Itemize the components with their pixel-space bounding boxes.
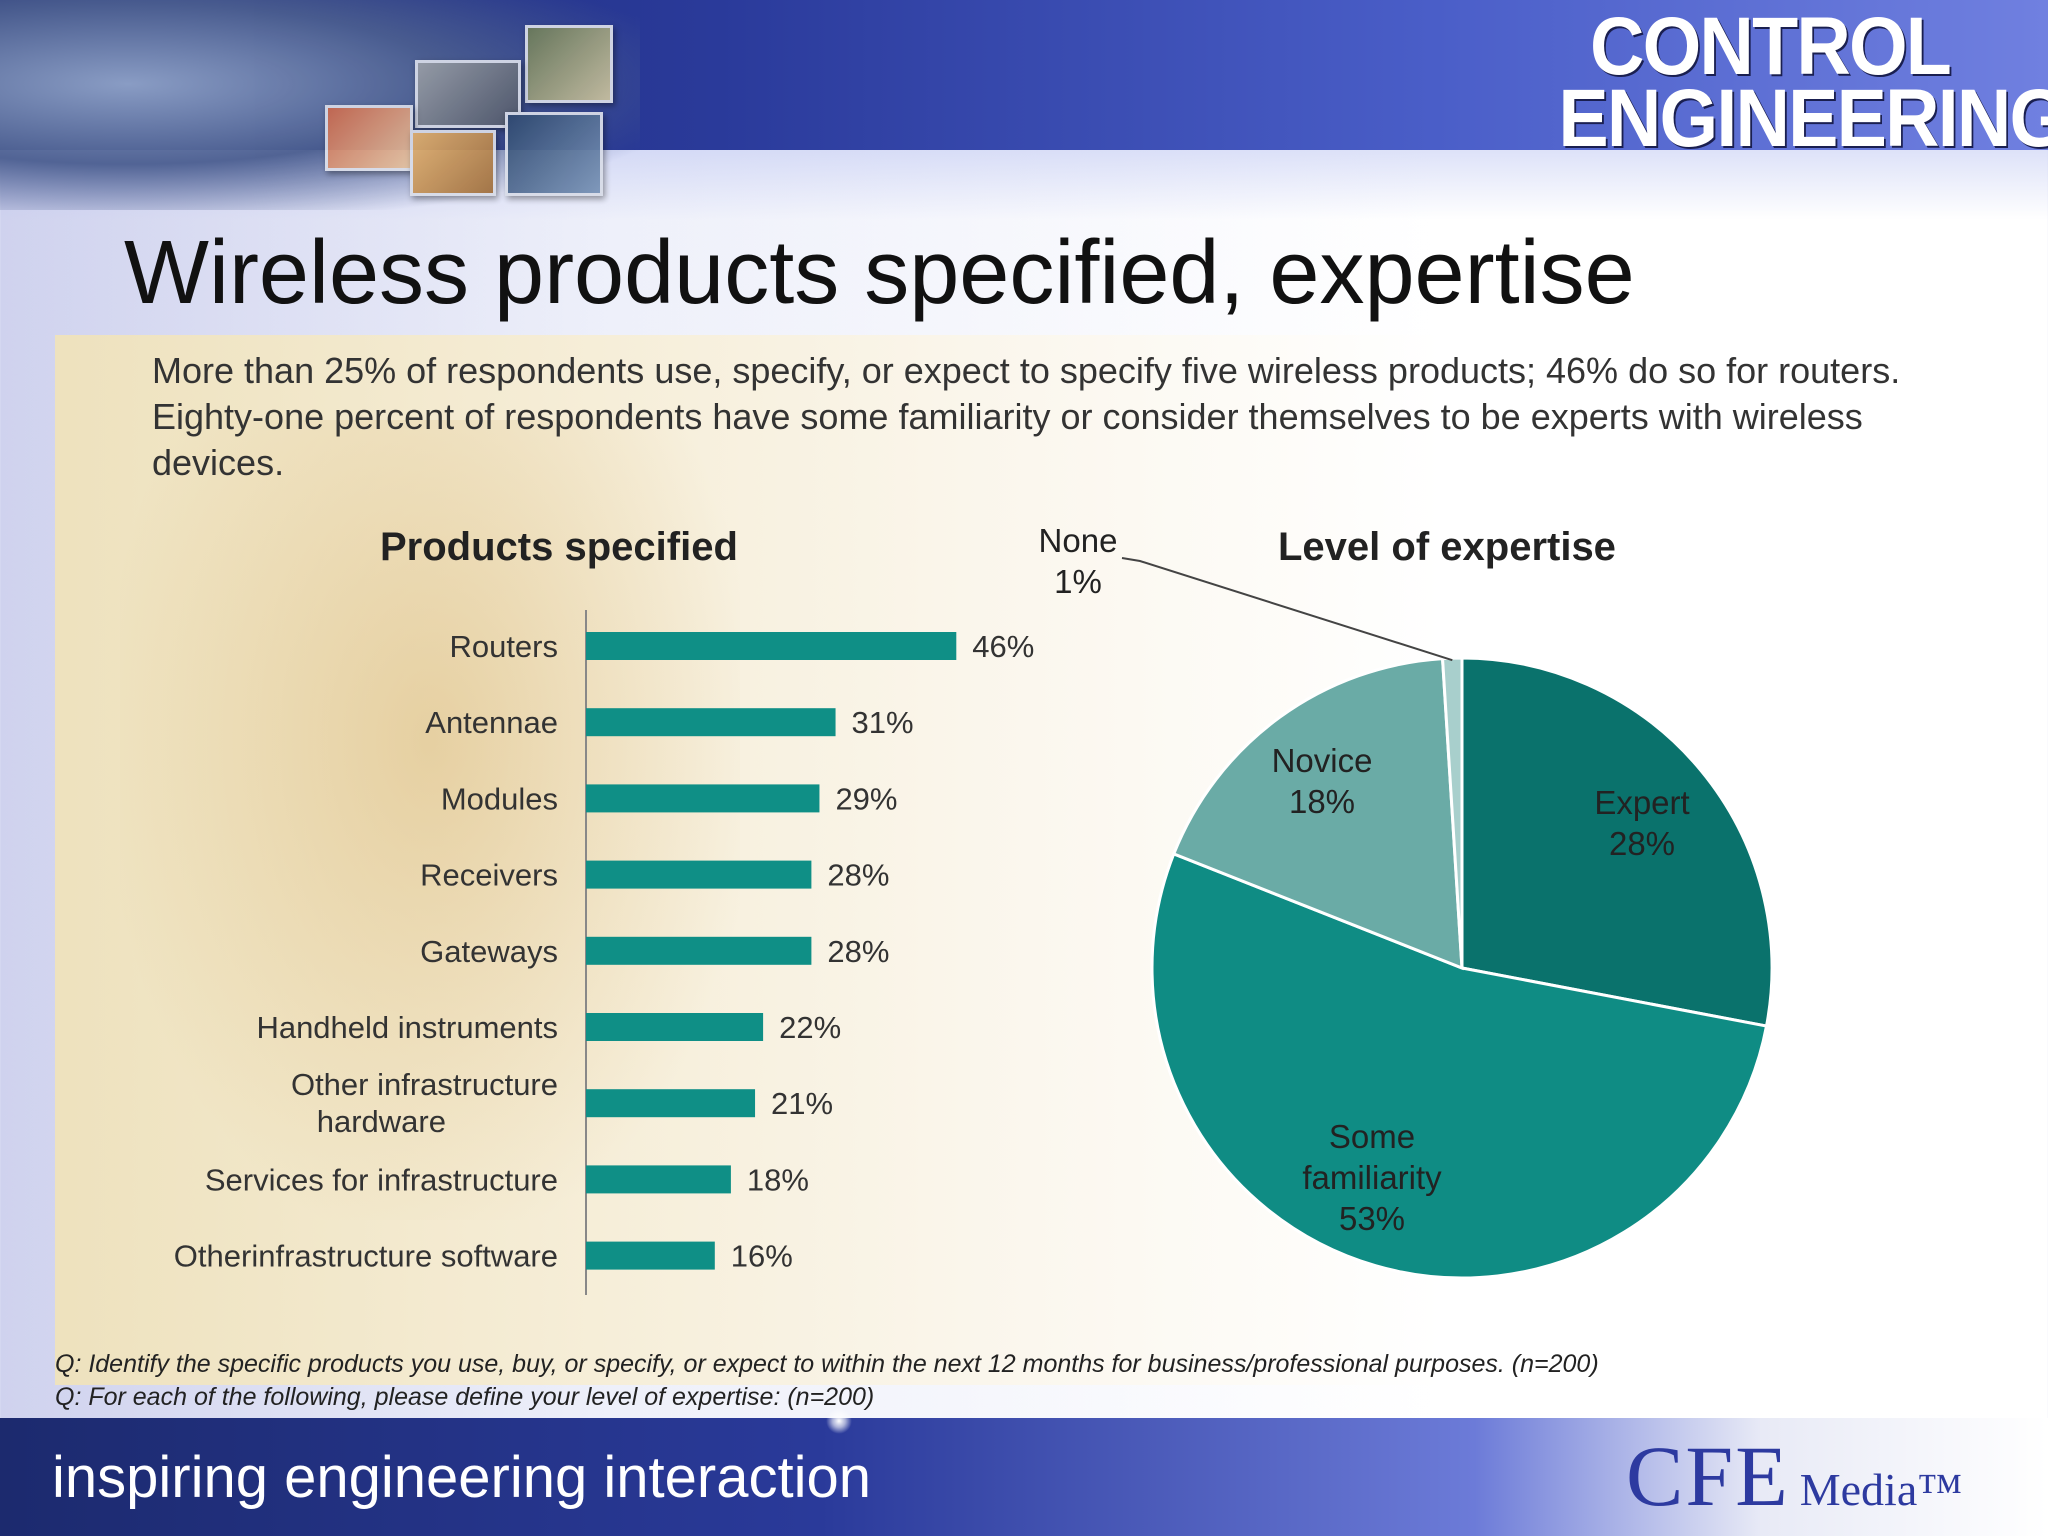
bar-category-label: Receivers — [420, 858, 558, 893]
footer-banner — [0, 1418, 2048, 1536]
bar-value-label: 28% — [827, 858, 889, 893]
collage-photo — [505, 112, 603, 196]
bar-value-label: 29% — [835, 781, 897, 816]
bar-value-label: 21% — [771, 1086, 833, 1121]
bar-category-label: Handheld instruments — [256, 1010, 558, 1045]
logo-line-2: ENGINEERING — [1558, 73, 2048, 164]
bar-6 — [586, 1089, 756, 1118]
pie-label-novice: Novice 18% — [1272, 742, 1373, 820]
slide-title: Wireless products specified, expertise — [124, 223, 1635, 323]
pie-slice-novice — [1171, 657, 1464, 971]
bar-category-label: Gateways — [420, 934, 558, 969]
bar-8 — [586, 1241, 715, 1270]
footer-tagline: inspiring engineering interaction — [52, 1445, 871, 1510]
cfe-logo-main: CFE — [1626, 1428, 1790, 1524]
bar-value-label: 31% — [852, 705, 914, 740]
bar-value-label: 22% — [779, 1010, 841, 1045]
bar-category-label: Services for infrastructure — [205, 1162, 558, 1197]
collage-photo — [410, 130, 496, 196]
bar-1 — [586, 708, 836, 737]
bar-4 — [586, 936, 812, 965]
bar-2 — [586, 784, 820, 813]
bar-value-label: 46% — [972, 629, 1034, 664]
pie-chart-title: Level of expertise — [1278, 525, 1616, 569]
bar-5 — [586, 1013, 764, 1041]
collage-photo — [325, 105, 413, 171]
products-bar-chart: 46% Routers 31% Antennae 29% Modules 28% Receiv… — [174, 610, 1034, 1295]
bar-value-label: 28% — [827, 934, 889, 969]
footnote-products-question: Q: Identify the specific products you us… — [55, 1350, 1599, 1378]
bar-value-label: 16% — [731, 1239, 793, 1274]
pie-slice-none — [1440, 656, 1464, 969]
footnotes: Q: Identify the specific products you us… — [55, 1348, 1599, 1414]
expertise-pie-chart: Expert 28% Some familiarity 53% Novice 18% None… — [1039, 522, 1774, 1280]
bar-3 — [586, 860, 812, 889]
bar-category-label: Modules — [441, 781, 558, 816]
background-figure — [120, 420, 740, 1220]
bar-category-label: Otherinfrastructure software — [174, 1239, 558, 1274]
footnote-expertise-question: Q: For each of the following, please def… — [55, 1383, 875, 1411]
logo-line-1: CONTROL — [1589, 1, 1952, 92]
header-image-collage — [0, 0, 640, 210]
control-engineering-logo: CONTROL ENGINEERING — [1540, 1, 2048, 160]
pie-label-none: None 1% — [1039, 522, 1118, 600]
bar-category-label: Antennae — [425, 705, 558, 740]
cfe-logo-media: Media™ — [1799, 1464, 1963, 1515]
summary-text: More than 25% of respondents use, specif… — [152, 350, 1901, 483]
cfe-media-logo: CFE Media™ — [1626, 1426, 1962, 1526]
pie-leader-line-none — [1121, 557, 1453, 662]
bar-category-label: Routers — [449, 629, 558, 664]
bar-7 — [586, 1165, 731, 1194]
collage-photo — [415, 60, 521, 128]
bar-category-label: Other infrastructure hardware — [291, 1067, 558, 1139]
collage-photo — [525, 25, 613, 103]
pie-slice-some-familiarity — [1150, 851, 1769, 1280]
pie-label-some-familiarity: Some familiarity 53% — [1302, 1118, 1442, 1237]
pie-label-expert: Expert 28% — [1594, 784, 1689, 862]
pie-slice-expert — [1460, 656, 1774, 1028]
bar-0 — [586, 632, 957, 660]
sparkle-icon — [826, 1408, 852, 1434]
bar-chart-title: Products specified — [380, 525, 738, 569]
bar-value-label: 18% — [747, 1162, 809, 1197]
